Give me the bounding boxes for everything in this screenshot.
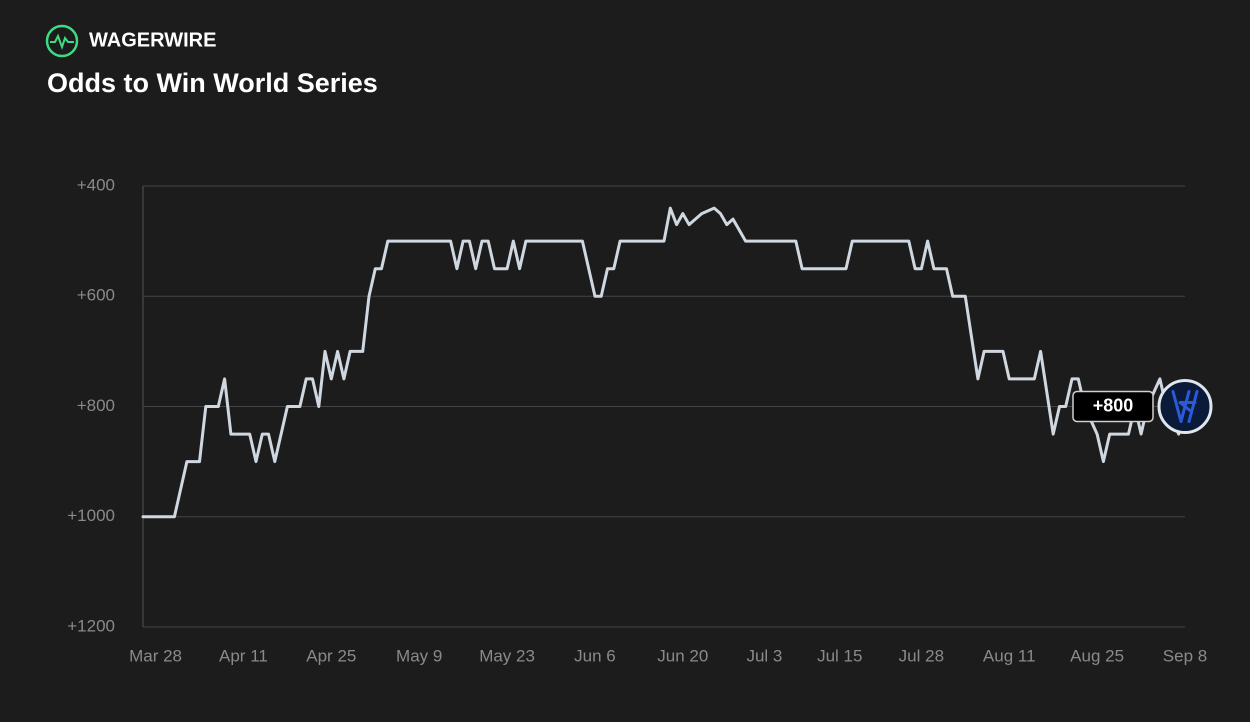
x-tick-label: Jun 20: [657, 646, 708, 665]
annotation-label: +800: [1093, 395, 1134, 415]
x-tick-label: Aug 11: [983, 646, 1036, 665]
brand-logo: [45, 24, 79, 58]
x-tick-label: May 9: [396, 646, 442, 665]
y-tick-label: +400: [77, 175, 115, 194]
x-tick-label: Jul 28: [899, 646, 944, 665]
y-tick-label: +1200: [67, 616, 115, 635]
annotation-box: [1072, 390, 1154, 423]
team-badge: [1157, 379, 1213, 434]
brand-name: WAGERWIRE: [89, 29, 216, 51]
x-tick-label: Jul 3: [746, 646, 782, 665]
badge-emblem: [1171, 390, 1199, 423]
y-tick-label: +600: [77, 286, 115, 305]
y-tick-label: +1000: [67, 506, 115, 525]
chart-title: Odds to Win World Series: [47, 68, 378, 98]
x-tick-label: Apr 11: [219, 646, 268, 665]
x-tick-label: May 23: [479, 646, 535, 665]
odds-line: [141, 206, 1187, 519]
x-tick-label: Aug 25: [1070, 646, 1124, 665]
x-tick-label: Sep 8: [1163, 646, 1207, 665]
x-tick-label: Jun 6: [574, 646, 616, 665]
x-tick-label: Jul 15: [817, 646, 862, 665]
y-tick-label: +800: [77, 396, 115, 415]
x-tick-label: Apr 25: [306, 646, 356, 665]
x-tick-label: Mar 28: [129, 646, 182, 665]
